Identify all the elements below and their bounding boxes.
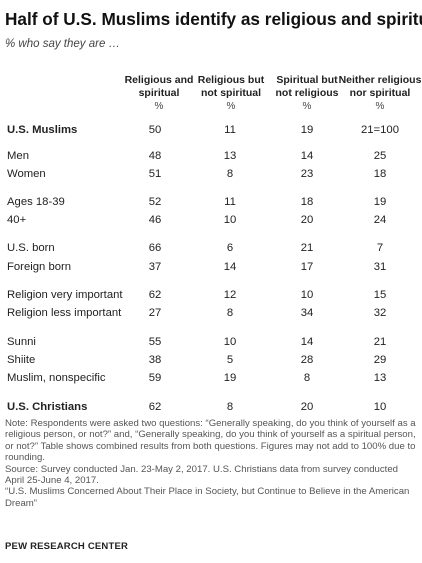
table-cell: 27 xyxy=(148,307,162,319)
table-cell: 8 xyxy=(226,401,234,413)
notes-block: Note: Respondents were asked two questio… xyxy=(5,418,417,509)
table-cell: 10 xyxy=(300,289,314,301)
column-header-neither: Neither religious nor spiritual % xyxy=(337,61,422,114)
source-text: Source: Survey conducted Jan. 23-May 2, … xyxy=(5,463,399,487)
brand-label: PEW RESEARCH CENTER xyxy=(5,541,129,552)
table-cell: 14 xyxy=(223,261,237,273)
column-header-unit: % xyxy=(302,101,312,112)
column-header-unit: % xyxy=(226,101,236,112)
table-cell: 24 xyxy=(373,214,387,226)
table-cell: 8 xyxy=(303,372,311,384)
table-row: Religion less important 27 8 34 32 xyxy=(0,307,422,323)
table-cell: 11 xyxy=(224,124,236,136)
table-cell: 66 xyxy=(148,242,162,254)
table-cell: 62 xyxy=(148,401,162,413)
column-header-religious-and-spiritual: Religious and spiritual % xyxy=(120,61,198,114)
table-row: Religion very important 62 12 10 15 xyxy=(0,289,422,305)
column-header-spiritual-not-religious: Spiritual but not religious % xyxy=(270,61,344,114)
table-row: U.S. Christians 62 8 20 10 xyxy=(0,401,422,417)
table-cell: 11 xyxy=(224,196,236,208)
table-cell: 23 xyxy=(300,168,314,180)
table-cell: 5 xyxy=(226,354,234,366)
row-label: 40+ xyxy=(7,214,27,226)
note-text: Note: Respondents were asked two questio… xyxy=(5,418,416,464)
row-label: Women xyxy=(7,168,46,180)
table-cell: 8 xyxy=(226,168,234,180)
row-label: Shiite xyxy=(7,354,36,366)
table-cell: 29 xyxy=(373,354,387,366)
table-cell: 34 xyxy=(300,307,314,319)
table-cell: 37 xyxy=(148,261,162,273)
table-row: Foreign born 37 14 17 31 xyxy=(0,261,422,277)
column-header-unit: % xyxy=(154,101,164,112)
row-label: U.S. Muslims xyxy=(7,124,78,136)
table-cell: 14 xyxy=(300,336,314,348)
row-label: Ages 18-39 xyxy=(7,196,65,208)
table-cell: 18 xyxy=(300,196,314,208)
table-cell: 51 xyxy=(148,168,162,180)
table-cell: 21 xyxy=(373,336,387,348)
table-cell: 50 xyxy=(148,124,162,136)
table-cell: 59 xyxy=(148,372,162,384)
table-cell: 55 xyxy=(148,336,162,348)
report-title: “U.S. Muslims Concerned About Their Plac… xyxy=(5,486,410,509)
table-cell: 46 xyxy=(148,214,162,226)
table-row: Women 51 8 23 18 xyxy=(0,168,422,184)
row-label: Foreign born xyxy=(7,261,72,273)
table-cell: 20 xyxy=(300,401,314,413)
row-label: Religion less important xyxy=(7,307,122,319)
table-cell: 10 xyxy=(373,401,387,413)
table-cell: 28 xyxy=(300,354,314,366)
column-header-label: Spiritual but not religious xyxy=(275,74,339,99)
row-label: Muslim, nonspecific xyxy=(7,372,106,384)
table-cell: 19 xyxy=(300,124,314,136)
column-header-religious-not-spiritual: Religious but not spiritual % xyxy=(190,61,272,114)
table-cell: 14 xyxy=(300,150,314,162)
table-cell: 19 xyxy=(223,372,237,384)
table-cell: 13 xyxy=(223,150,237,162)
table-cell: 7 xyxy=(376,242,384,254)
table-cell: 10 xyxy=(223,214,237,226)
column-header-label: Neither religious nor spiritual xyxy=(338,74,422,99)
table-cell: 52 xyxy=(148,196,162,208)
table-cell: 17 xyxy=(300,261,314,273)
row-label: Men xyxy=(7,150,29,162)
table-row: Sunni 55 10 14 21 xyxy=(0,336,422,352)
table-row: Men 48 13 14 25 xyxy=(0,150,422,166)
table-cell: 38 xyxy=(148,354,162,366)
table-cell: 62 xyxy=(148,289,162,301)
chart-title: Half of U.S. Muslims identify as religio… xyxy=(5,9,422,29)
column-header-unit: % xyxy=(375,101,385,112)
row-label: Religion very important xyxy=(7,289,123,301)
row-label: Sunni xyxy=(7,336,36,348)
table-cell: 21 xyxy=(300,242,314,254)
table-cell: 25 xyxy=(373,150,387,162)
table-row: U.S. Muslims 50 11 19 21=100 xyxy=(0,124,422,140)
table-cell: 15 xyxy=(373,289,387,301)
table-cell: 12 xyxy=(223,289,237,301)
table-cell: 48 xyxy=(148,150,162,162)
table-cell: 31 xyxy=(373,261,387,273)
row-label: U.S. Christians xyxy=(7,401,88,413)
column-header-label: Religious but not spiritual xyxy=(197,74,265,99)
table-cell: 32 xyxy=(373,307,387,319)
table-row: Muslim, nonspecific 59 19 8 13 xyxy=(0,372,422,388)
table-row: 40+ 46 10 20 24 xyxy=(0,214,422,230)
table-cell: 20 xyxy=(300,214,314,226)
table-cell: 21=100 xyxy=(360,124,399,136)
table-cell: 8 xyxy=(226,307,234,319)
row-label: U.S. born xyxy=(7,242,55,254)
table-cell: 18 xyxy=(373,168,387,180)
table-row: U.S. born 66 6 21 7 xyxy=(0,242,422,258)
table-row: Shiite 38 5 28 29 xyxy=(0,354,422,370)
table-row: Ages 18-39 52 11 18 19 xyxy=(0,196,422,212)
table-cell: 10 xyxy=(223,336,237,348)
table-cell: 13 xyxy=(373,372,387,384)
table-cell: 6 xyxy=(226,242,234,254)
table-cell: 19 xyxy=(373,196,387,208)
column-header-label: Religious and spiritual xyxy=(124,74,194,99)
chart-subtitle: % who say they are … xyxy=(5,38,121,50)
